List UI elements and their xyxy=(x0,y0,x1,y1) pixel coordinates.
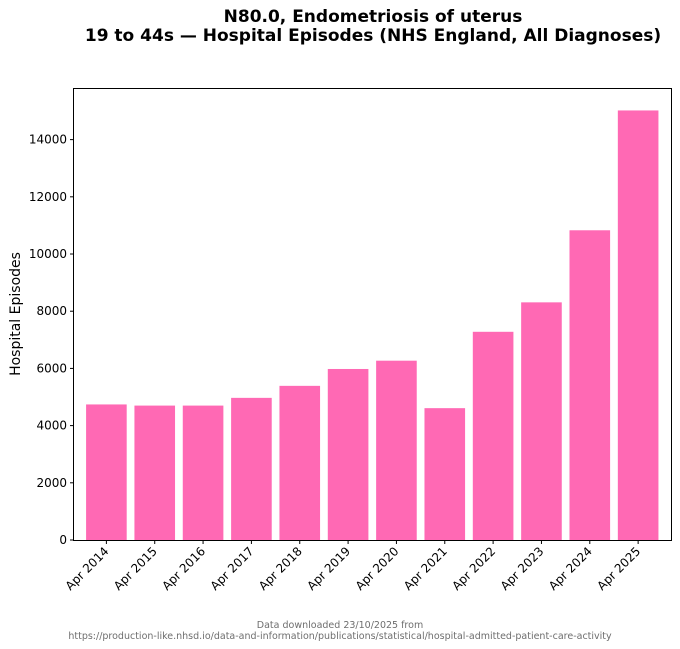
bar-1 xyxy=(134,405,176,540)
x-tick-label-0: Apr 2014 xyxy=(63,544,112,593)
x-tick-label-3: Apr 2017 xyxy=(208,544,257,593)
y-tick-label-7: 14000 xyxy=(29,133,67,147)
bar-9 xyxy=(521,302,562,540)
y-tick-label-0: 0 xyxy=(59,533,67,547)
bar-8 xyxy=(472,331,514,540)
footer-line1: Data downloaded 23/10/2025 from xyxy=(257,620,423,631)
x-tick-label-1: Apr 2015 xyxy=(111,544,160,593)
footer-line2: https://production-like.nhsd.io/data-and… xyxy=(68,631,612,642)
x-tick-label-5: Apr 2019 xyxy=(304,544,353,593)
bars-group xyxy=(86,110,659,540)
plot-frame xyxy=(73,88,672,541)
y-tick-label-3: 6000 xyxy=(36,361,67,375)
x-tick-label-2: Apr 2016 xyxy=(159,544,208,593)
y-tick-label-4: 8000 xyxy=(36,304,67,318)
bar-0 xyxy=(86,404,127,540)
x-tick-label-11: Apr 2025 xyxy=(594,544,643,593)
x-tick-label-10: Apr 2024 xyxy=(546,544,595,593)
x-tick-label-9: Apr 2023 xyxy=(498,544,547,593)
bar-3 xyxy=(231,397,272,540)
x-axis: Apr 2014 Apr 2015 Apr 2016 Apr 2017 Apr 2018… xyxy=(63,540,643,593)
y-tick-label-1: 2000 xyxy=(36,476,67,490)
y-tick-label-6: 12000 xyxy=(29,190,67,204)
x-tick-label-4: Apr 2018 xyxy=(256,544,305,593)
chart-title-line2: 19 to 44s — Hospital Episodes (NHS Engla… xyxy=(85,26,661,46)
bar-6 xyxy=(376,360,417,540)
x-tick-label-7: Apr 2021 xyxy=(401,544,450,593)
bar-10 xyxy=(569,230,611,540)
bar-2 xyxy=(182,405,224,540)
x-tick-label-6: Apr 2020 xyxy=(353,544,402,593)
y-tick-label-5: 10000 xyxy=(29,247,67,261)
bar-11 xyxy=(617,110,659,540)
bar-7 xyxy=(424,408,466,540)
chart-title-line1: N80.0, Endometriosis of uterus xyxy=(224,7,523,27)
y-tick-label-2: 4000 xyxy=(36,419,67,433)
y-axis-label: Hospital Episodes xyxy=(8,252,24,376)
y-axis: 0 2000 4000 6000 8000 10000 12000 14000 xyxy=(29,133,74,547)
x-tick-label-8: Apr 2022 xyxy=(449,544,498,593)
bar-4 xyxy=(279,385,321,540)
bar-5 xyxy=(327,368,369,540)
